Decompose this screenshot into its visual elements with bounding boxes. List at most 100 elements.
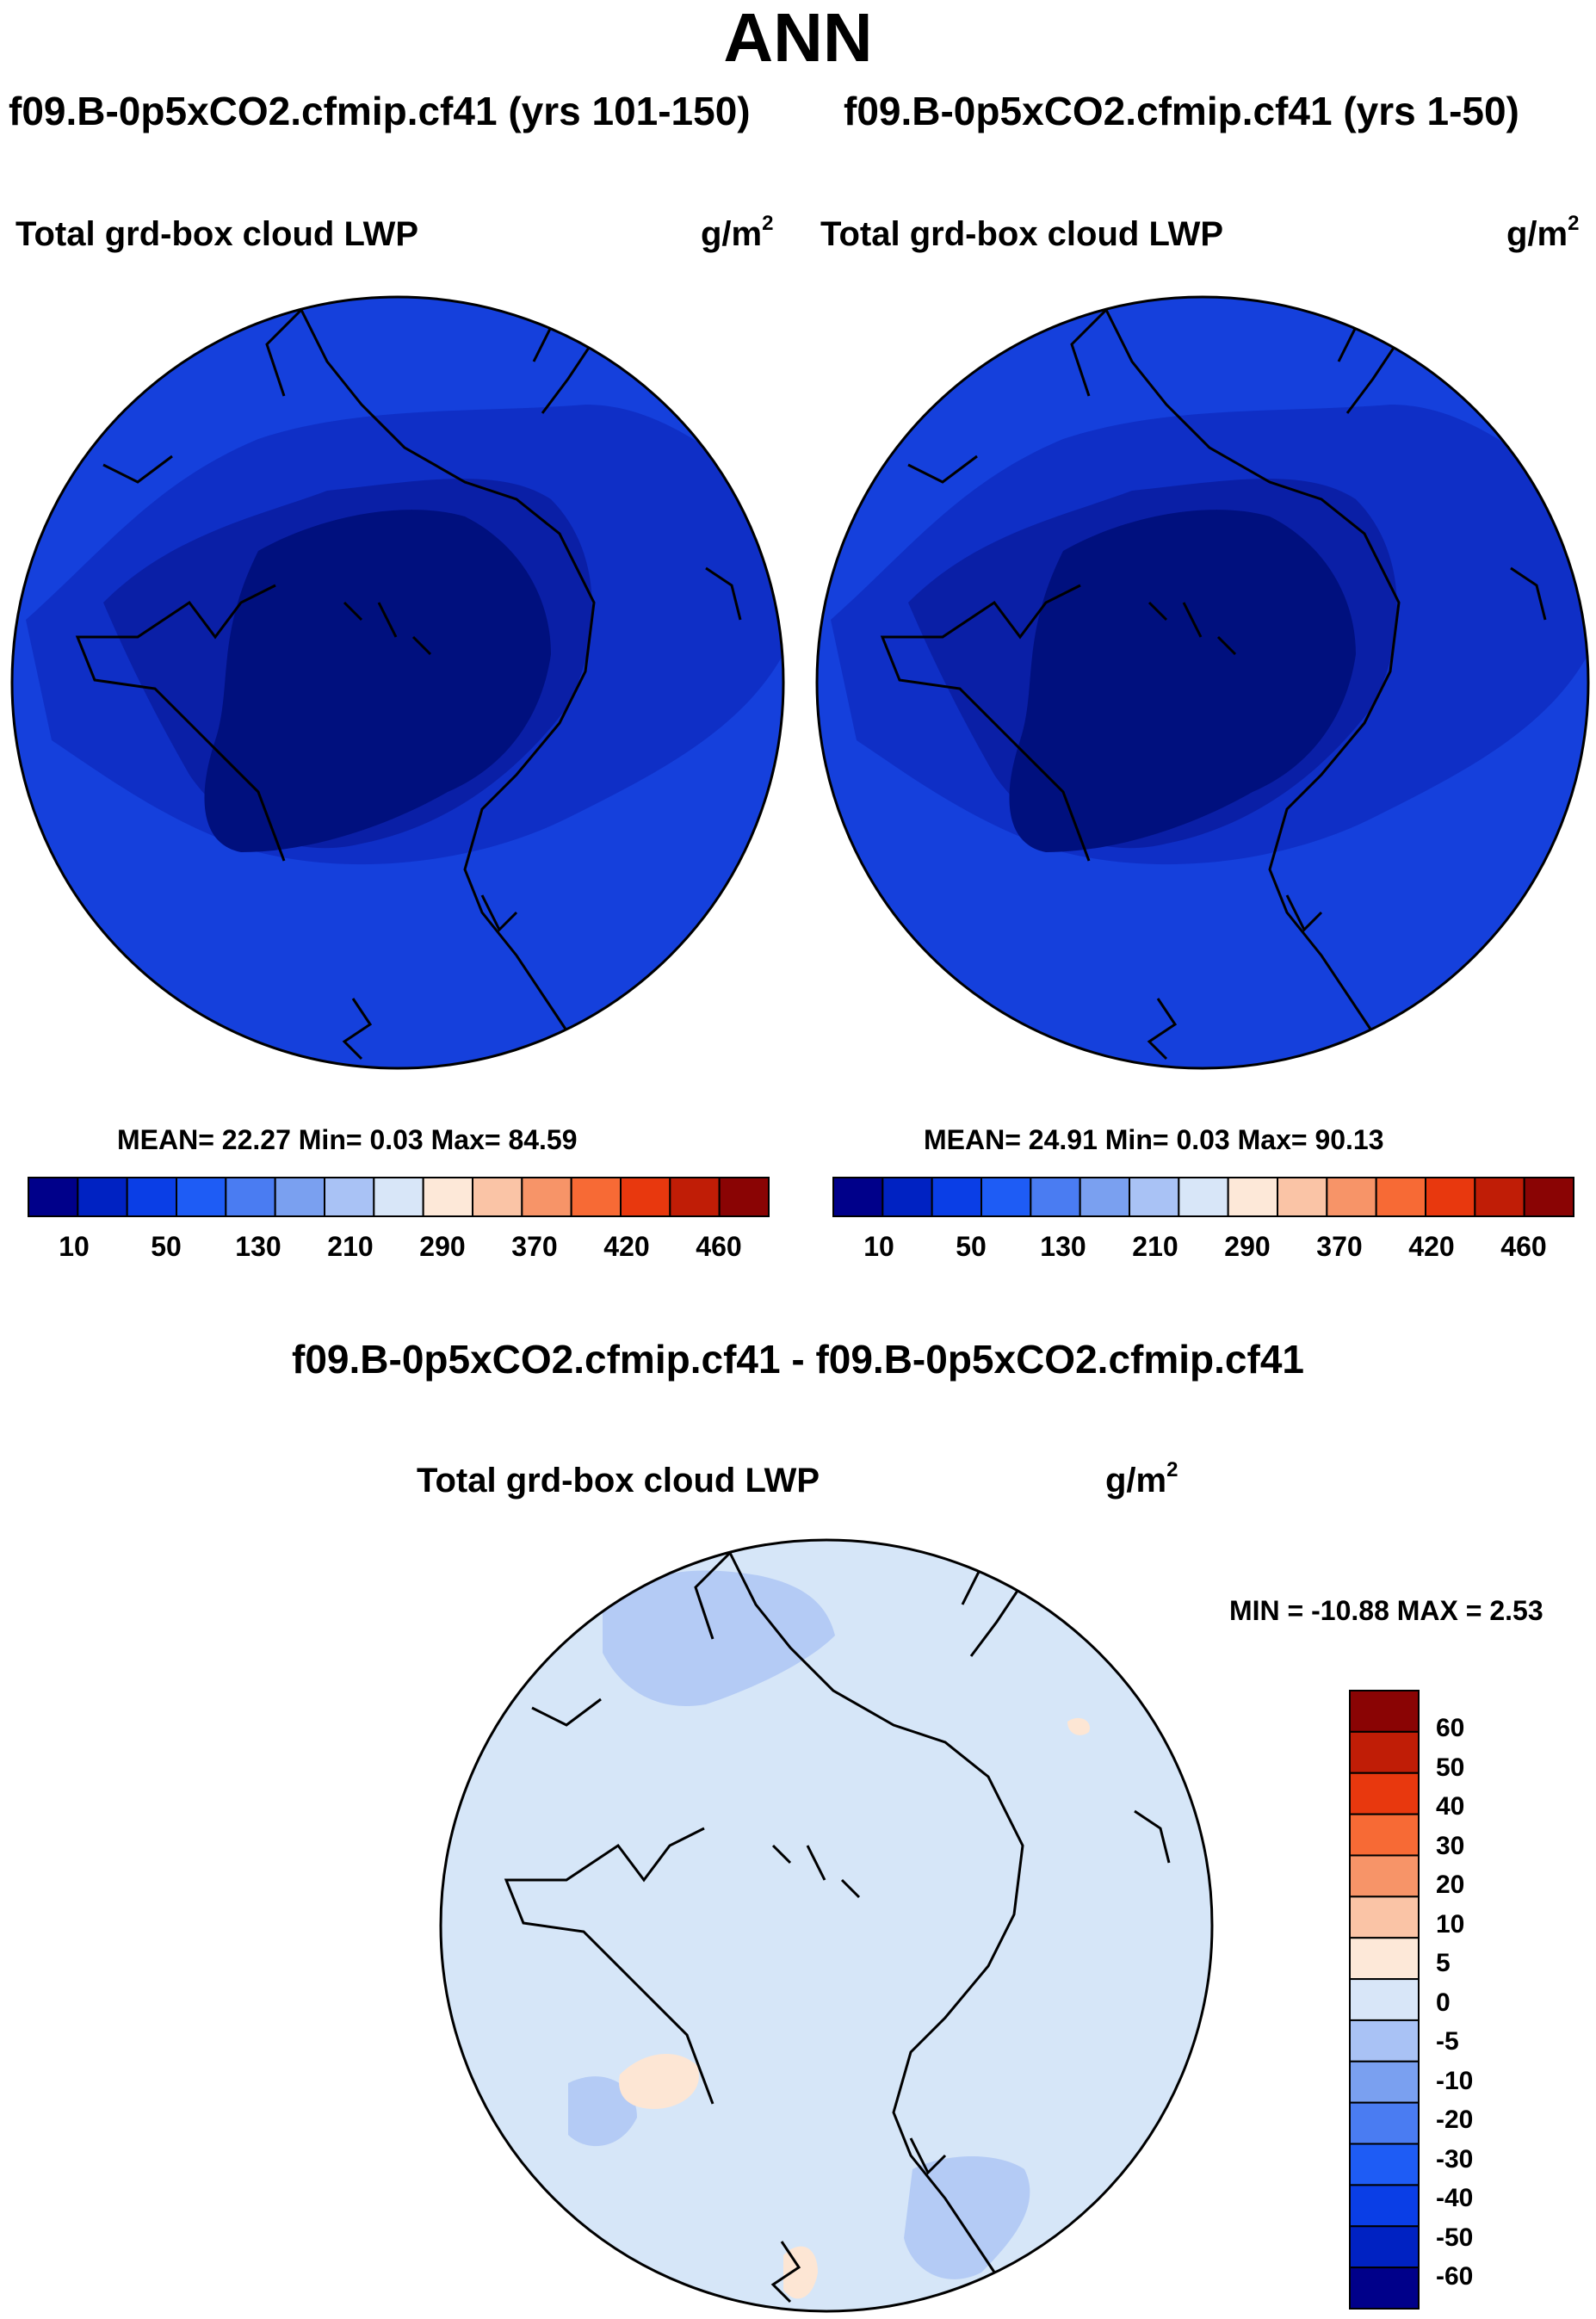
diff-cb-tick: -40 [1436,2184,1474,2212]
left-case-title: f09.B-0p5xCO2.cfmip.cf41 (yrs 101-150) [9,89,751,133]
right-case-title: f09.B-0p5xCO2.cfmip.cf41 (yrs 1-50) [844,89,1519,133]
colorbar-cell [324,1177,375,1217]
right-cb-tick: 420 [1408,1231,1455,1262]
colorbar-cell [1425,1177,1476,1217]
colorbar-cell [225,1177,276,1217]
right-units-label: g/m2 [1506,212,1580,253]
left-cb-tick: 10 [59,1231,90,1262]
diff-cb-tick: -50 [1436,2223,1474,2252]
colorbar-cell [28,1177,79,1217]
colorbar-cell [980,1177,1032,1217]
left-cb-tick: 460 [696,1231,742,1262]
colorbar-cell [1349,2225,1420,2269]
left-cb-tick: 420 [603,1231,650,1262]
colorbar-cell [1349,1937,1420,1981]
diff-cb-tick: -60 [1436,2262,1474,2291]
diff-colorbar [1349,1690,1420,2310]
colorbar-cell [669,1177,721,1217]
colorbar-cell [1349,1895,1420,1939]
left-cb-tick: 210 [327,1231,374,1262]
colorbar-cell [931,1177,983,1217]
map-diff-border [439,1538,1214,2313]
main-title: ANN [723,0,873,76]
colorbar-cell [1227,1177,1279,1217]
colorbar-cell [422,1177,474,1217]
map-right-level-0 [1009,510,1356,852]
colorbar-cell [620,1177,671,1217]
map-diff [441,1540,1212,2311]
map-diff-neg-patch-left [568,2076,637,2147]
right-stats: MEAN= 24.91 Min= 0.03 Max= 90.13 [924,1124,1384,1155]
right-cb-tick: 210 [1132,1231,1178,1262]
diff-cb-tick: 40 [1436,1792,1465,1821]
map-diff-pos-patch-1 [619,2054,699,2109]
colorbar-cell [1349,1772,1420,1815]
colorbar-cell [1474,1177,1525,1217]
diff-cb-tick: -20 [1436,2106,1474,2134]
colorbar-cell [472,1177,523,1217]
colorbar-cell [1129,1177,1180,1217]
colorbar-cell [176,1177,227,1217]
right-field-label: Total grd-box cloud LWP [820,215,1224,253]
colorbar-cell [1375,1177,1427,1217]
colorbar-cell [570,1177,622,1217]
colorbar-cell [1523,1177,1575,1217]
left-stats: MEAN= 22.27 Min= 0.03 Max= 84.59 [117,1124,578,1155]
right-cb-tick: 460 [1500,1231,1547,1262]
right-cb-tick: 370 [1316,1231,1363,1262]
colorbar-cell [126,1177,177,1217]
colorbar-cell [718,1177,770,1217]
colorbar-cell [1277,1177,1328,1217]
diff-cb-tick: -30 [1436,2145,1474,2174]
colorbar-cell [1349,1813,1420,1857]
diff-units-label: g/m2 [1105,1458,1178,1500]
diff-case-title: f09.B-0p5xCO2.cfmip.cf41 - f09.B-0p5xCO2… [292,1337,1304,1382]
map-diff-pos-patch-3 [1067,1717,1090,1735]
colorbar-cell [1349,1690,1420,1733]
map-diff-neg-patch-top [603,1570,835,1706]
diff-cb-tick: 30 [1436,1832,1465,1860]
colorbar-cell [1349,2184,1420,2228]
colorbar-cell [373,1177,424,1217]
left-cb-tick: 130 [235,1231,281,1262]
left-cb-tick: 370 [511,1231,558,1262]
colorbar-cell [1349,1854,1420,1898]
left-field-label: Total grd-box cloud LWP [15,215,419,253]
colorbar-cell [1326,1177,1377,1217]
diff-cb-tick: 10 [1436,1910,1465,1939]
colorbar-cell [77,1177,128,1217]
colorbar-cell [1079,1177,1131,1217]
diff-cb-tick: 50 [1436,1753,1465,1782]
left-units-label: g/m2 [701,212,774,253]
map-diff-pos-patch-2 [783,2246,818,2299]
colorbar-cell [1349,2143,1420,2186]
colorbar-cell [1349,2060,1420,2104]
colorbar-cell [1030,1177,1081,1217]
left-cb-tick: 290 [419,1231,466,1262]
colorbar-cell [832,1177,884,1217]
diff-cb-tick: -10 [1436,2067,1474,2095]
map-right [817,297,1588,1068]
map-left-level-0 [204,510,551,852]
diff-cb-tick: 0 [1436,1988,1451,2017]
right-cb-tick: 290 [1224,1231,1271,1262]
map-left [12,297,783,1068]
colorbar-cell [1349,1978,1420,2021]
colorbar-cell [1349,1730,1420,1774]
right-cb-tick: 130 [1040,1231,1086,1262]
right-cb-tick: 10 [863,1231,894,1262]
colorbar-cell [1349,2101,1420,2145]
left-cb-tick: 50 [151,1231,182,1262]
colorbar-cell [521,1177,572,1217]
colorbar-cell [274,1177,326,1217]
colorbar-cell [1349,2266,1420,2310]
right-colorbar [832,1177,1575,1217]
diff-cb-tick: -5 [1436,2027,1459,2056]
diff-field-label: Total grd-box cloud LWP [417,1462,820,1500]
left-colorbar [28,1177,770,1217]
colorbar-cell [882,1177,933,1217]
diff-cb-tick: 5 [1436,1949,1451,1977]
map-left-border [10,295,785,1070]
colorbar-cell [1349,2019,1420,2062]
